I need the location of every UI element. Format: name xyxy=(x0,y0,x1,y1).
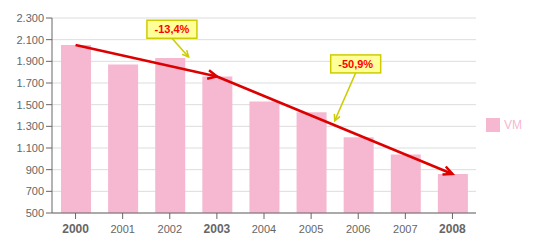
svg-text:2001: 2001 xyxy=(110,223,134,235)
svg-text:-13,4%: -13,4% xyxy=(155,23,190,35)
svg-text:1.900: 1.900 xyxy=(16,55,44,67)
svg-text:1.700: 1.700 xyxy=(16,77,44,89)
svg-text:700: 700 xyxy=(26,185,44,197)
svg-text:2007: 2007 xyxy=(393,223,417,235)
svg-text:2004: 2004 xyxy=(252,223,276,235)
svg-text:2006: 2006 xyxy=(346,223,370,235)
svg-text:1.100: 1.100 xyxy=(16,142,44,154)
svg-text:-50,9%: -50,9% xyxy=(338,58,373,70)
svg-text:2003: 2003 xyxy=(204,222,231,236)
svg-text:900: 900 xyxy=(26,164,44,176)
svg-text:2008: 2008 xyxy=(439,222,466,236)
svg-text:2005: 2005 xyxy=(299,223,323,235)
svg-text:2000: 2000 xyxy=(62,222,89,236)
svg-text:2.300: 2.300 xyxy=(16,12,44,24)
html-text:VM: VM xyxy=(504,117,522,132)
svg-text:2.100: 2.100 xyxy=(16,34,44,46)
svg-text:1.500: 1.500 xyxy=(16,99,44,111)
svg-text:1.300: 1.300 xyxy=(16,120,44,132)
svg-text:500: 500 xyxy=(26,207,44,219)
svg-text:2002: 2002 xyxy=(158,223,182,235)
